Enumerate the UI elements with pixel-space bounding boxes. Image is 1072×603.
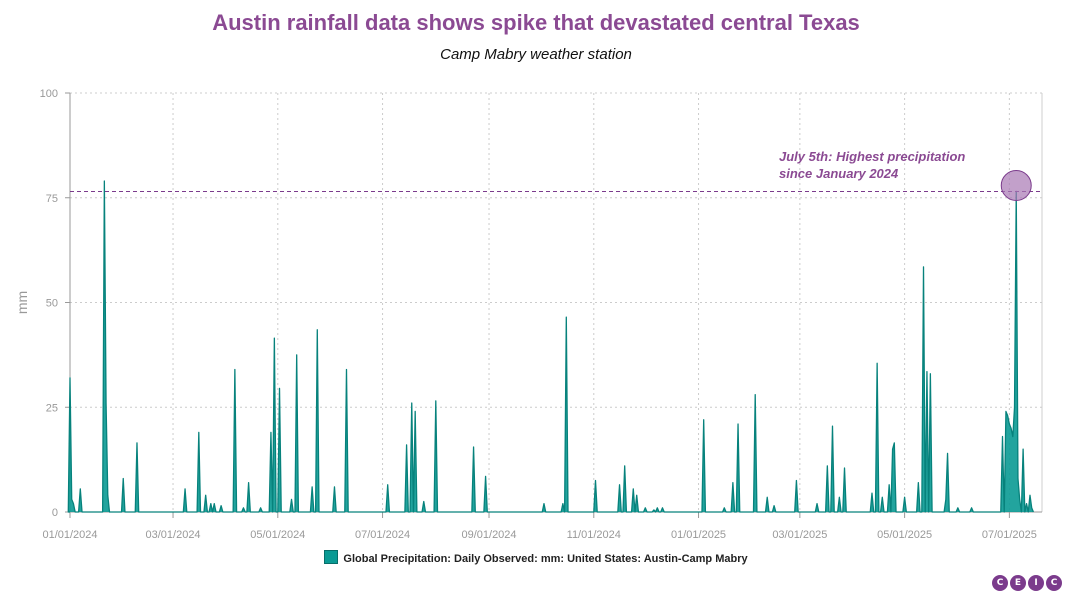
series-line [67,180,1035,513]
y-axis-title: mm [14,291,30,314]
y-tick-label: 100 [40,88,58,100]
x-tick-label: 07/01/2025 [982,529,1037,541]
chart-legend[interactable]: Global Precipitation: Daily Observed: mm… [0,550,1072,565]
peak-annotation-text: since January 2024 [779,166,899,181]
peak-highlight-marker [1000,169,1032,201]
x-tick-label: 11/01/2024 [567,529,621,541]
y-tick-label: 75 [46,193,58,205]
y-tick-label: 50 [46,298,58,310]
legend-label: Global Precipitation: Daily Observed: mm… [343,553,748,565]
series-area [68,180,1034,513]
x-tick-label: 07/01/2024 [355,529,410,541]
precipitation-chart: 0 25 50 75 100 01/01/2024 03/01/2024 05/01/2024… [14,88,1043,541]
x-tick-label: 03/01/2025 [772,529,827,541]
logo-letter-e: E [1010,575,1026,591]
x-tick-label: 05/01/2025 [877,529,932,541]
x-tick-label: 03/01/2024 [146,529,201,541]
x-tick-label: 05/01/2024 [250,529,305,541]
peak-annotation-text: July 5th: Highest precipitation [779,149,965,164]
logo-letter-c2: C [1046,575,1062,591]
y-tick-label: 0 [52,507,58,519]
x-tick-label: 01/01/2025 [671,529,726,541]
chart-subtitle: Camp Mabry weather station [440,46,632,63]
x-tick-label: 01/01/2024 [42,529,97,541]
logo-letter-i: I [1028,575,1044,591]
ceic-logo: C E I C [992,575,1062,591]
chart-title: Austin rainfall data shows spike that de… [212,10,860,35]
legend-swatch [324,550,339,564]
logo-letter-c: C [992,575,1008,591]
x-tick-label: 09/01/2024 [461,529,516,541]
y-tick-label: 25 [46,402,58,414]
